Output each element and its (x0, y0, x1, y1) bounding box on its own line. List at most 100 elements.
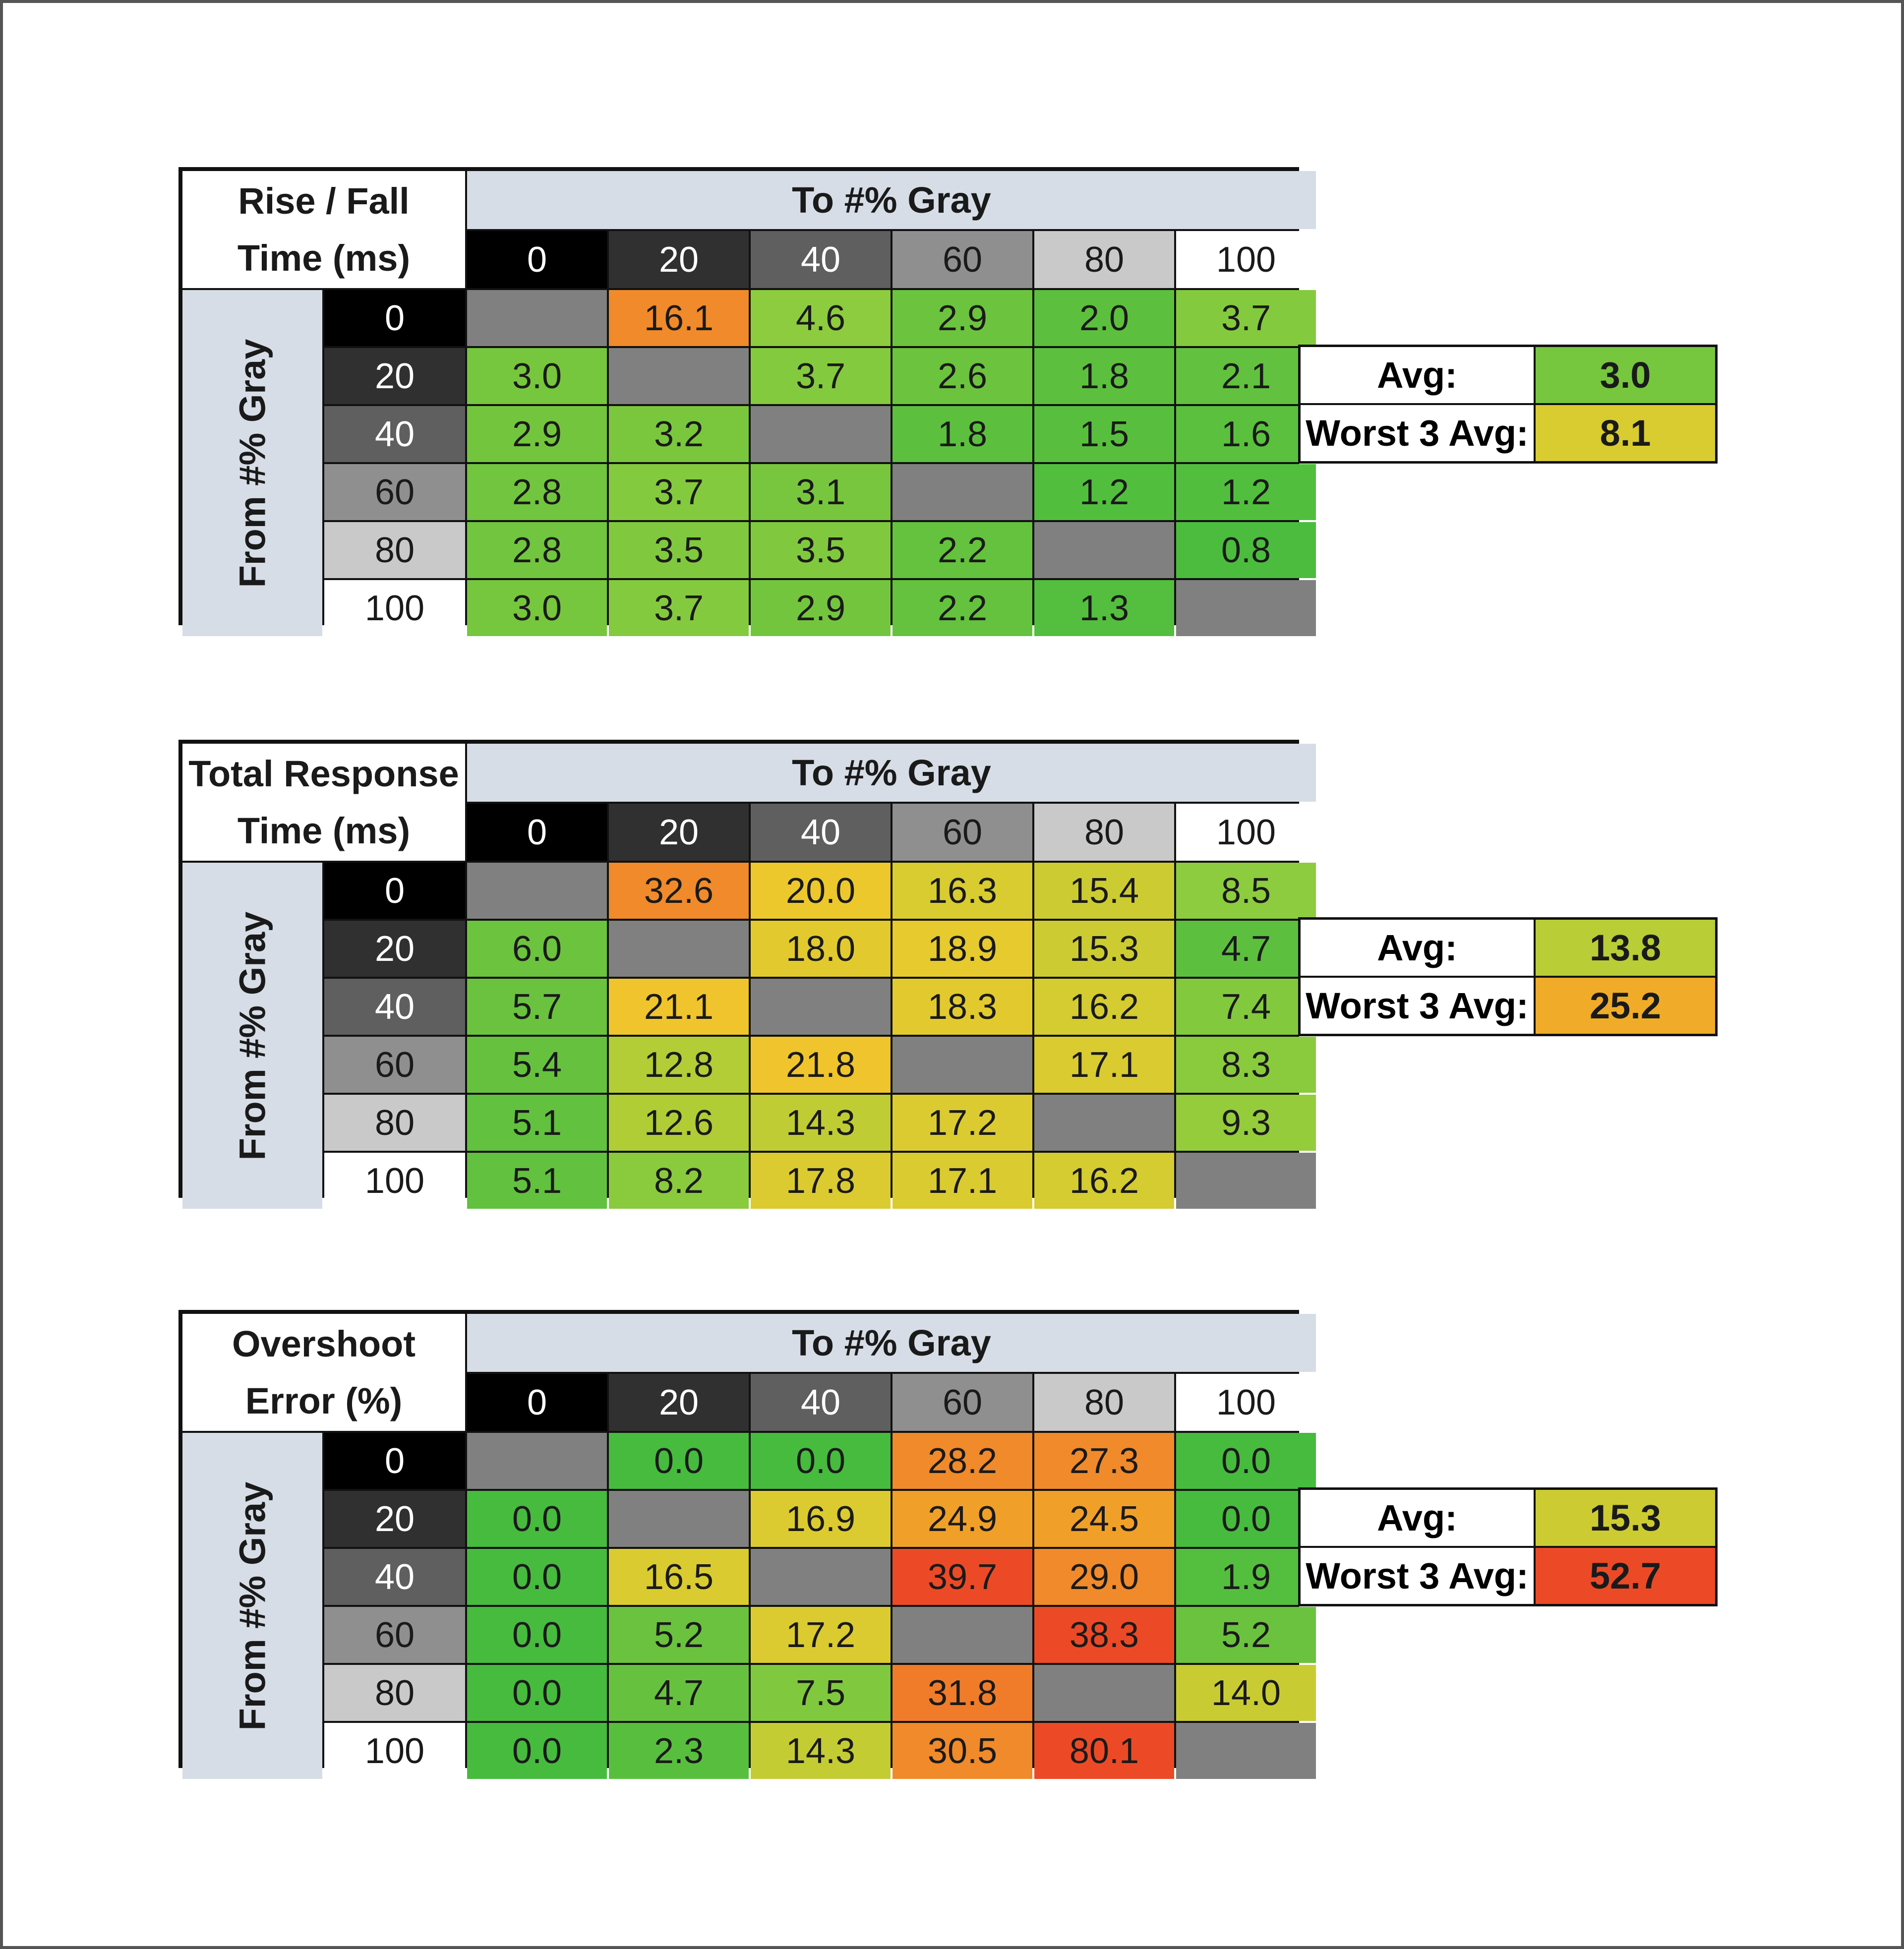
heatmap-cell: 0.8 (1176, 522, 1316, 578)
heatmap-cell: 3.0 (467, 580, 607, 636)
heatmap-cell: 9.3 (1176, 1095, 1316, 1151)
heatmap-cell: 16.2 (1034, 1153, 1174, 1209)
to-gray-header: To #% Gray (467, 1314, 1316, 1372)
avg-value: 13.8 (1536, 920, 1715, 976)
column-header-20: 20 (609, 804, 749, 861)
column-header-80: 80 (1034, 804, 1174, 861)
heatmap-cell: 24.9 (892, 1491, 1032, 1547)
from-gray-header: From #% Gray (182, 1433, 322, 1779)
column-header-20: 20 (609, 231, 749, 288)
heatmap-cell: 3.2 (609, 406, 749, 462)
row-header-100: 100 (324, 580, 465, 636)
row-header-40: 40 (324, 1549, 465, 1605)
heatmap-cell: 5.1 (467, 1095, 607, 1151)
heatmap-cell: 1.2 (1034, 464, 1174, 520)
diagonal-cell (892, 1607, 1032, 1663)
worst3-avg-value: 8.1 (1536, 405, 1715, 461)
column-header-20: 20 (609, 1374, 749, 1431)
heatmap-cell: 1.5 (1034, 406, 1174, 462)
heatmap-cell: 32.6 (609, 863, 749, 919)
heatmap-grid: Rise / Fall Time (ms) To #% Gray 0 20 40 60 80 1… (178, 167, 1316, 636)
heatmap-cell: 16.2 (1034, 979, 1174, 1035)
row-header-20: 20 (324, 921, 465, 977)
column-header-60: 60 (892, 804, 1032, 861)
row-header-60: 60 (324, 1607, 465, 1663)
table-title-line2: Error (%) (245, 1380, 403, 1421)
row-header-20: 20 (324, 1491, 465, 1547)
heatmap-cell: 5.7 (467, 979, 607, 1035)
diagonal-cell (1034, 1665, 1174, 1721)
heatmap-cell: 1.9 (1176, 1549, 1316, 1605)
heatmap-cell: 4.7 (1176, 921, 1316, 977)
heatmap-cell: 3.7 (751, 348, 891, 404)
diagonal-cell (1034, 522, 1174, 578)
heatmap-cell: 5.2 (609, 1607, 749, 1663)
column-header-80: 80 (1034, 231, 1174, 288)
table-title-line1: Overshoot (232, 1323, 416, 1364)
row-header-100: 100 (324, 1153, 465, 1209)
from-gray-header: From #% Gray (182, 863, 322, 1209)
diagonal-cell (467, 1433, 607, 1489)
row-header-0: 0 (324, 290, 465, 346)
column-header-0: 0 (467, 231, 607, 288)
row-header-80: 80 (324, 522, 465, 578)
heatmap-cell: 16.3 (892, 863, 1032, 919)
heatmap-cell: 2.1 (1176, 348, 1316, 404)
summary-stats: Avg: 3.0 Worst 3 Avg: 8.1 (1298, 345, 1718, 464)
column-header-0: 0 (467, 1374, 607, 1431)
heatmap-cell: 24.5 (1034, 1491, 1174, 1547)
heatmap-cell: 0.0 (1176, 1491, 1316, 1547)
heatmap-cell: 17.8 (751, 1153, 891, 1209)
row-header-0: 0 (324, 1433, 465, 1489)
heatmap-cell: 27.3 (1034, 1433, 1174, 1489)
diagonal-cell (751, 979, 891, 1035)
heatmap-cell: 3.0 (467, 348, 607, 404)
heatmap-grid: Total Response Time (ms) To #% Gray 0 20 40 60… (178, 740, 1316, 1209)
diagonal-cell (892, 1037, 1032, 1093)
row-header-80: 80 (324, 1095, 465, 1151)
heatmap-cell: 3.1 (751, 464, 891, 520)
row-header-40: 40 (324, 979, 465, 1035)
diagonal-cell (609, 348, 749, 404)
heatmap-cell: 3.7 (1176, 290, 1316, 346)
row-header-80: 80 (324, 1665, 465, 1721)
heatmap-cell: 17.1 (892, 1153, 1032, 1209)
heatmap-cell: 80.1 (1034, 1723, 1174, 1779)
heatmap-cell: 8.3 (1176, 1037, 1316, 1093)
heatmap-cell: 2.2 (892, 580, 1032, 636)
heatmap-cell: 15.4 (1034, 863, 1174, 919)
heatmap-table: Total Response Time (ms) To #% Gray 0 20 40 60… (178, 740, 1721, 1209)
column-header-100: 100 (1176, 1374, 1316, 1431)
heatmap-cell: 38.3 (1034, 1607, 1174, 1663)
avg-label: Avg: (1301, 920, 1534, 976)
to-gray-header: To #% Gray (467, 744, 1316, 802)
table-title-line2: Time (ms) (237, 810, 411, 851)
worst3-avg-value: 52.7 (1536, 1548, 1715, 1604)
table-title: Rise / Fall Time (ms) (182, 171, 465, 288)
column-header-40: 40 (751, 231, 891, 288)
heatmap-cell: 2.9 (892, 290, 1032, 346)
to-gray-header: To #% Gray (467, 171, 1316, 229)
heatmap-cell: 16.1 (609, 290, 749, 346)
heatmap-cell: 12.8 (609, 1037, 749, 1093)
table-title: Overshoot Error (%) (182, 1314, 465, 1431)
summary-stats: Avg: 13.8 Worst 3 Avg: 25.2 (1298, 917, 1718, 1036)
from-gray-label: From #% Gray (232, 339, 273, 588)
diagonal-cell (1034, 1095, 1174, 1151)
heatmap-cell: 18.3 (892, 979, 1032, 1035)
heatmap-cell: 3.7 (609, 464, 749, 520)
heatmap-cell: 0.0 (467, 1607, 607, 1663)
column-header-40: 40 (751, 1374, 891, 1431)
heatmap-cell: 3.7 (609, 580, 749, 636)
table-title: Total Response Time (ms) (182, 744, 465, 861)
heatmap-cell: 15.3 (1034, 921, 1174, 977)
worst3-avg-label: Worst 3 Avg: (1301, 978, 1534, 1034)
heatmap-cell: 29.0 (1034, 1549, 1174, 1605)
heatmap-cell: 2.9 (751, 580, 891, 636)
heatmap-cell: 12.6 (609, 1095, 749, 1151)
heatmap-cell: 0.0 (609, 1433, 749, 1489)
diagonal-cell (467, 290, 607, 346)
heatmap-cell: 3.5 (609, 522, 749, 578)
avg-value: 3.0 (1536, 347, 1715, 403)
heatmap-cell: 14.3 (751, 1095, 891, 1151)
